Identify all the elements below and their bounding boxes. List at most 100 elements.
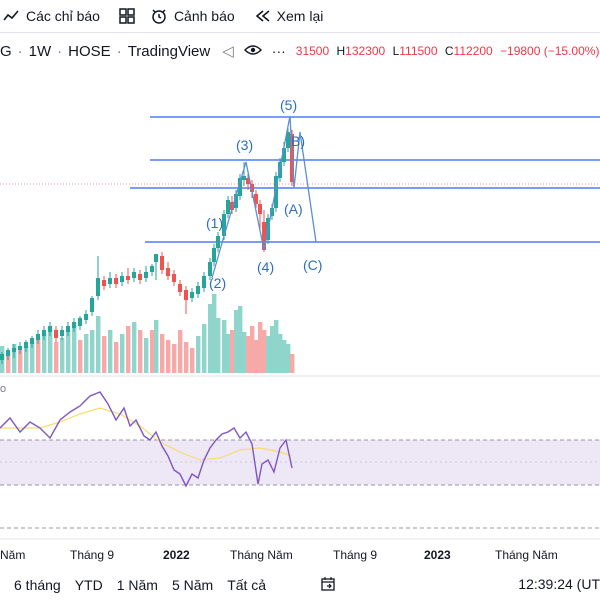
rsi-band [0,440,600,485]
wave-label: (1) [206,215,223,231]
rsi-ma-line [0,407,293,461]
x-tick-6: Tháng Năm [495,548,558,562]
x-tick-4: Tháng 9 [333,548,378,562]
volume-bar [226,334,231,373]
candle-body [154,254,158,262]
range-ytd[interactable]: YTD [74,577,103,593]
volume-bar [78,340,83,373]
volume-bar [230,330,235,373]
layout-button[interactable] [118,0,142,32]
candle-body [102,280,106,286]
range-bar: 6 tháng YTD 1 Năm 5 Năm Tất cả [0,572,600,598]
candle-body [18,346,22,350]
candle-body [144,272,148,278]
exchange-label: HOSE [68,42,111,60]
volume-bar [42,334,47,373]
candle-body [84,314,88,320]
wave-label: (A) [284,201,303,217]
alerts-button[interactable]: Cảnh báo [150,0,235,32]
rsi-line [0,391,293,488]
candle-body [258,204,262,214]
candle-body [202,276,206,288]
candle-body [54,330,58,338]
top-toolbar: Các chỉ báo Cảnh báo Xem lại [0,0,600,33]
candlesticks[interactable] [0,128,294,364]
candle-body [166,268,170,276]
indicators-button[interactable]: Các chỉ báo [2,0,100,32]
volume-bar [270,326,275,373]
source-label: TradingView [127,42,211,60]
more-icon[interactable]: ··· [271,43,286,59]
candle-body [190,292,194,298]
volume-bar [202,324,207,373]
grid-layout-icon [119,8,135,24]
candle-body [0,354,4,360]
candle-body [222,214,226,236]
replay-label: Xem lại [276,8,324,24]
clock[interactable]: 12:39:24 (UT [518,576,600,592]
candle-body [234,194,238,208]
ohlc-high: 132300 [345,44,386,58]
volume-bar [120,334,125,373]
interval-label[interactable]: 1W [28,42,52,60]
rsi-pane-mark: o [0,383,6,395]
candle-body [226,200,230,214]
candle-body [96,278,100,296]
range-5y[interactable]: 5 Năm [171,577,214,593]
volume-bar [258,322,263,373]
volume-bar [234,310,239,373]
volume-bar [266,336,271,373]
range-1y[interactable]: 1 Năm [116,577,158,593]
ohlc-values: 31500 H132300 L111500 C112200 −19800 (−1… [295,44,600,58]
volume-bar [290,354,295,373]
range-all[interactable]: Tất cả [227,577,267,593]
volume-bar [190,348,195,373]
volume-bar [144,338,149,373]
candle-body [72,322,76,328]
volume-bar [286,344,291,373]
candle-body [60,330,64,336]
eye-icon[interactable] [243,43,262,60]
volume-bar [242,332,247,373]
candle-body [246,178,250,184]
candle-body [282,148,286,162]
candle-body [138,274,142,280]
x-tick-3: Tháng Năm [230,548,293,562]
x-tick-5: 2023 [424,548,451,562]
range-6m[interactable]: 6 tháng [14,577,61,593]
volume-bar [60,338,65,373]
volume-bar [108,330,113,373]
candle-body [262,222,266,250]
candle-body [42,330,46,336]
candle-body [242,176,246,180]
volume-bar [196,336,201,373]
volume-bar [262,330,267,373]
ohlc-change: −19800 (−15.00%) [500,44,600,58]
candle-body [208,262,212,276]
volume-bar [6,350,11,373]
volume-bar [96,316,101,373]
volume-bar [102,336,107,373]
candle-body [274,176,278,208]
candle-body [66,326,70,332]
replay-button[interactable]: Xem lại [255,0,324,32]
wave-label: (5) [280,97,297,113]
wave-labels: (1) (2) (3) (4) (5) (A) B) (C) [206,97,322,291]
elliott-wave-path[interactable] [211,115,317,279]
rewind-icon [255,10,270,22]
wave-label: B) [291,133,305,149]
x-tick-2: 2022 [163,548,190,562]
goto-date-icon[interactable] [320,576,336,595]
volume-bar [246,336,251,373]
fibonacci-levels[interactable] [130,116,600,243]
candle-body [230,202,234,210]
volume-bar [184,342,189,373]
candle-body [160,256,164,270]
price-chart[interactable]: (1) (2) (3) (4) (5) (A) B) (C) o [0,64,600,540]
hide-icon[interactable]: ◁ [222,43,234,60]
volume-bar [222,320,227,373]
volume-bar [166,340,171,373]
volume-bar [178,330,183,373]
candle-body [120,276,124,282]
volume-bar [172,344,177,373]
